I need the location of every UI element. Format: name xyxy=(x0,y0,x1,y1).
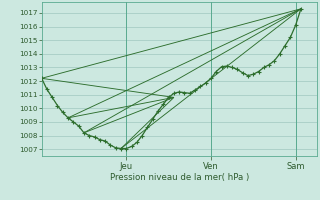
X-axis label: Pression niveau de la mer( hPa ): Pression niveau de la mer( hPa ) xyxy=(109,173,249,182)
